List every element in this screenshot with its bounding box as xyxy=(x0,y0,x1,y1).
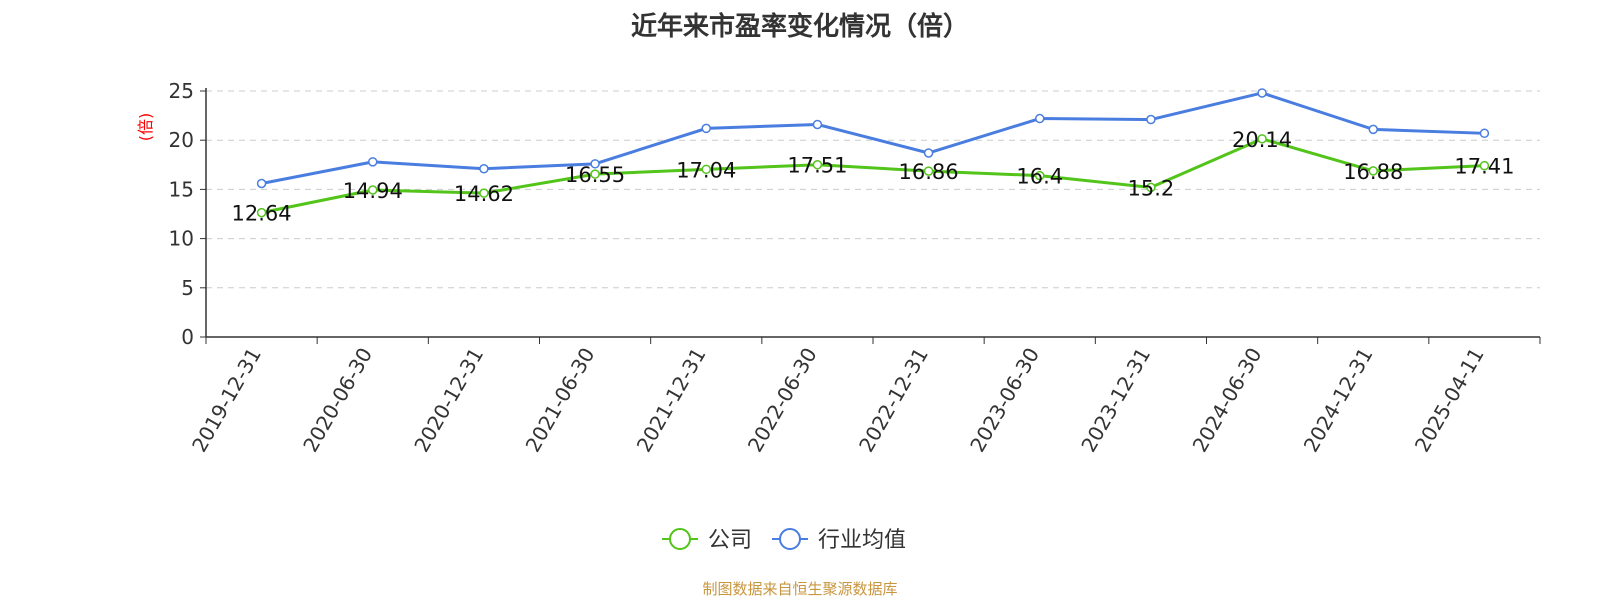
data-label: 17.51 xyxy=(787,154,847,178)
data-label: 12.64 xyxy=(232,202,292,226)
data-label: 16.4 xyxy=(1016,165,1063,189)
y-tick-label: 20 xyxy=(169,128,194,152)
data-point xyxy=(812,119,823,130)
data-point xyxy=(368,157,378,167)
data-point xyxy=(590,169,600,179)
x-tick-label: 2020-06-30 xyxy=(298,344,377,457)
data-label: 16.55 xyxy=(565,163,625,187)
data-point xyxy=(479,188,489,198)
data-point xyxy=(1368,124,1378,135)
data-label: 14.94 xyxy=(343,179,403,203)
data-point xyxy=(1035,170,1045,181)
data-label: 20.14 xyxy=(1232,128,1292,152)
data-label: 17.04 xyxy=(676,158,736,182)
data-point xyxy=(1146,114,1156,125)
data-point xyxy=(1257,134,1267,144)
data-point xyxy=(479,163,489,174)
data-point xyxy=(1035,113,1045,124)
x-tick-label: 2024-12-31 xyxy=(1299,344,1378,457)
series-lines xyxy=(256,88,1490,218)
x-tick-label: 2023-06-30 xyxy=(965,344,1044,457)
legend: 公司 行业均值 xyxy=(662,528,906,553)
x-tick-label: 2021-12-31 xyxy=(632,344,711,457)
data-point xyxy=(923,166,934,176)
data-point xyxy=(1479,128,1490,139)
data-label: 15.2 xyxy=(1128,176,1175,200)
y-tick-label: 0 xyxy=(181,325,194,349)
data-point xyxy=(1146,182,1156,193)
y-tick-label: 10 xyxy=(169,227,194,251)
y-tick-label: 5 xyxy=(181,276,194,300)
axes: 0 5 10 15 20 25 (倍) 2019-12-31 2020-06-30 2020-12… xyxy=(136,79,1541,457)
series-line xyxy=(261,137,1485,215)
y-tick-label: 15 xyxy=(169,177,194,201)
data-point xyxy=(1257,88,1267,98)
data-point xyxy=(256,207,267,218)
legend-marker xyxy=(669,528,691,550)
series-line xyxy=(261,91,1485,185)
grid-lines xyxy=(206,90,1540,289)
data-label: 16.86 xyxy=(899,160,959,184)
data-point xyxy=(812,159,823,170)
data-label: 17.41 xyxy=(1454,155,1514,179)
chart-title: 近年来市盈率变化情况（倍） xyxy=(630,12,969,42)
data-label: 14.62 xyxy=(454,182,514,206)
y-tick-label: 25 xyxy=(169,79,194,103)
data-point xyxy=(368,185,378,195)
data-source-note: 制图数据来自恒生聚源数据库 xyxy=(702,580,898,598)
x-tick-label: 2021-06-30 xyxy=(521,344,600,457)
data-point xyxy=(923,148,934,158)
x-tick-label: 2022-06-30 xyxy=(743,344,822,457)
data-point xyxy=(256,178,267,189)
data-point xyxy=(1368,166,1378,176)
legend-marker xyxy=(779,528,801,550)
x-tick-label: 2022-12-31 xyxy=(854,343,933,456)
x-tick-label: 2019-12-31 xyxy=(187,344,266,457)
data-label: 16.88 xyxy=(1343,160,1403,184)
data-point xyxy=(701,123,711,134)
x-tick-label: 2023-12-31 xyxy=(1076,344,1155,457)
data-labels: 12.64 14.94 14.62 16.55 17.04 17.51 16.86 16.4 1… xyxy=(232,128,1515,226)
x-tick-label: 2025-04-11 xyxy=(1410,344,1489,457)
legend-label: 行业均值 xyxy=(818,528,906,553)
y-axis-unit-label: (倍) xyxy=(136,113,155,142)
x-tick-label: 2024-06-30 xyxy=(1188,344,1267,457)
data-point xyxy=(590,159,600,169)
data-point xyxy=(701,164,711,175)
x-tick-label: 2020-12-31 xyxy=(409,343,488,456)
legend-label: 公司 xyxy=(708,528,752,553)
data-point xyxy=(1479,160,1490,171)
